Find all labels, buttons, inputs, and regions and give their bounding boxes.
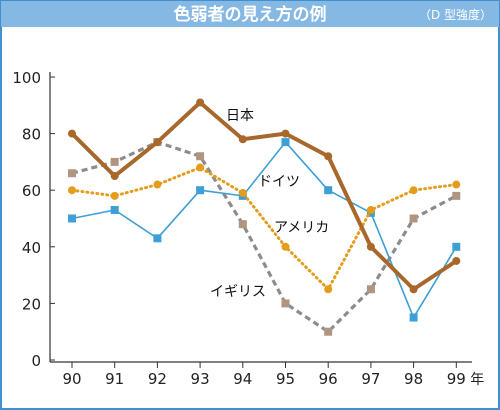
data-point-usa <box>452 242 461 251</box>
data-point-germany <box>196 163 205 172</box>
series-line-uk <box>71 140 458 334</box>
data-point-germany <box>68 186 76 195</box>
y-tick-label: 80 <box>22 126 41 144</box>
x-unit-label: 年 <box>470 372 484 388</box>
y-tick-label: 40 <box>22 239 41 257</box>
chart-title: 色弱者の見え方の例 <box>174 4 327 25</box>
data-point-usa <box>196 186 205 195</box>
data-point-germany <box>452 180 461 189</box>
series-line-usa <box>71 141 457 319</box>
header-band <box>1 1 499 27</box>
y-tick-label: 20 <box>22 295 41 313</box>
series-line-germany <box>70 166 458 291</box>
data-point-usa <box>324 186 333 195</box>
series-label-usa: アメリカ <box>274 220 329 236</box>
x-tick-label: 93 <box>191 370 210 388</box>
data-point-japan <box>153 138 162 147</box>
data-point-usa <box>281 138 290 147</box>
data-point-japan <box>324 152 333 161</box>
chart-subtitle: （D 型強度） <box>419 7 492 22</box>
data-point-germany <box>153 180 162 189</box>
data-point-uk <box>110 157 119 166</box>
x-tick-label: 94 <box>233 370 252 388</box>
y-ticks: 0 20 40 60 80 100 <box>12 69 55 370</box>
data-point-uk <box>324 327 333 336</box>
x-tick-label: 99 <box>447 370 466 388</box>
data-point-japan <box>281 129 290 138</box>
data-point-japan <box>366 242 375 251</box>
x-tick-label: 90 <box>62 370 81 388</box>
x-tick-label: 95 <box>276 370 295 388</box>
x-tick-label: 91 <box>105 370 124 388</box>
data-point-uk <box>366 285 375 294</box>
data-point-uk <box>196 152 205 161</box>
data-point-germany <box>110 191 119 200</box>
data-point-japan <box>196 98 205 107</box>
data-point-usa <box>409 313 418 322</box>
x-tick-label: 98 <box>404 370 423 388</box>
data-point-japan <box>110 172 119 181</box>
series-line-japan <box>70 100 458 292</box>
series-layer <box>68 98 461 336</box>
y-tick-label: 60 <box>22 182 41 200</box>
x-ticks: 90 91 92 93 94 95 96 97 98 99 年 <box>62 362 484 388</box>
data-point-japan <box>238 135 247 144</box>
data-point-uk <box>238 220 247 229</box>
series-label-uk: イギリス <box>210 284 266 300</box>
series-label-germany: ドイツ <box>258 174 300 190</box>
data-point-germany <box>238 189 247 198</box>
data-point-usa <box>68 214 76 223</box>
data-point-uk <box>409 214 418 223</box>
data-point-usa <box>110 206 119 215</box>
data-point-germany <box>324 285 333 294</box>
series-label-japan: 日本 <box>226 108 254 124</box>
data-point-uk <box>68 169 76 178</box>
series-japan <box>68 98 461 294</box>
y-tick-label: 100 <box>12 69 41 87</box>
x-tick-label: 97 <box>361 370 380 388</box>
data-point-uk <box>452 191 461 200</box>
data-point-uk <box>281 299 290 308</box>
data-point-japan <box>68 129 76 138</box>
x-tick-label: 92 <box>148 370 167 388</box>
y-tick-label: 0 <box>31 352 41 370</box>
data-point-germany <box>281 242 290 251</box>
data-point-japan <box>409 285 418 294</box>
data-point-germany <box>409 186 418 195</box>
series-germany <box>68 163 461 294</box>
data-point-japan <box>452 256 461 265</box>
data-point-usa <box>153 234 162 243</box>
data-point-germany <box>366 206 375 215</box>
x-tick-label: 96 <box>319 370 338 388</box>
